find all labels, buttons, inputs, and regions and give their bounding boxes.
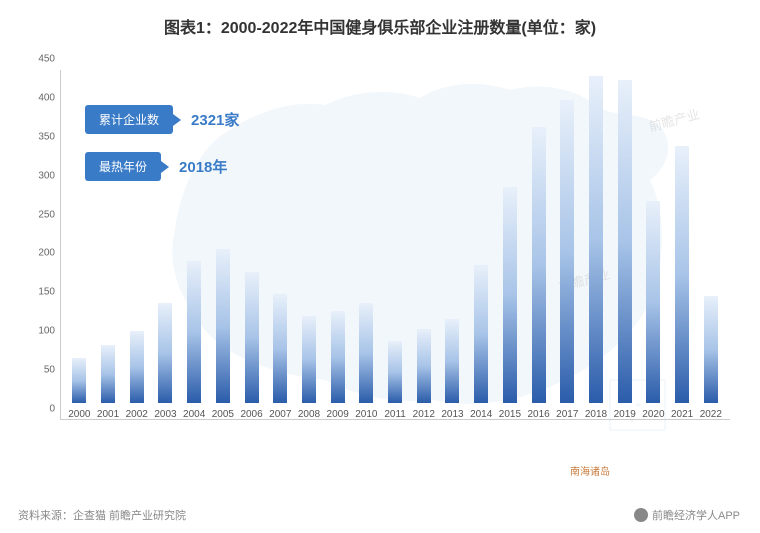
x-label: 2008 [298,409,320,420]
info-tag-hotyear: 最热年份 2018年 [85,152,227,181]
x-label: 2021 [671,409,693,420]
x-label: 2019 [614,409,636,420]
bar [675,146,689,403]
x-label: 2011 [384,409,406,420]
x-label: 2020 [642,409,664,420]
y-tick: 50 [25,365,55,376]
x-label: 2010 [355,409,377,420]
brand-watermark: 前瞻经济学人APP [634,507,740,523]
bar-wrap: 2009 [323,70,352,420]
info-tag-hotyear-value: 2018年 [179,156,227,177]
bar [704,296,718,403]
x-label: 2014 [470,409,492,420]
bar [359,303,373,403]
info-tag-hotyear-label: 最热年份 [85,152,161,181]
bar [158,303,172,403]
x-label: 2001 [97,409,119,420]
south-sea-islands-label: 南海诸岛 [570,463,610,478]
x-label: 2022 [700,409,722,420]
x-label: 2006 [240,409,262,420]
y-tick: 200 [25,248,55,259]
x-label: 2016 [527,409,549,420]
bar [302,316,316,403]
x-label: 2018 [585,409,607,420]
x-label: 2004 [183,409,205,420]
bar-wrap: 2018 [582,70,611,420]
bar [101,345,115,403]
bar-wrap: 2019 [610,70,639,420]
bar-wrap: 2013 [438,70,467,420]
bar [503,187,517,403]
y-tick: 0 [25,404,55,415]
bar-wrap: 2016 [524,70,553,420]
y-tick: 300 [25,170,55,181]
bar-wrap: 2008 [295,70,324,420]
source-text: 资料来源：企查猫 前瞻产业研究院 [18,507,186,523]
bar-wrap: 2011 [381,70,410,420]
y-tick: 150 [25,287,55,298]
brand-watermark-text: 前瞻经济学人APP [652,507,740,523]
info-tag-total-label: 累计企业数 [85,105,173,134]
bar [646,201,660,403]
x-label: 2002 [126,409,148,420]
x-label: 2015 [499,409,521,420]
bar [474,265,488,403]
x-label: 2009 [327,409,349,420]
x-label: 2012 [413,409,435,420]
bar [245,272,259,403]
bar [130,331,144,403]
x-label: 2017 [556,409,578,420]
x-label: 2003 [154,409,176,420]
bar-wrap: 2007 [266,70,295,420]
y-tick: 250 [25,209,55,220]
bar-wrap: 2020 [639,70,668,420]
bar-wrap: 2015 [496,70,525,420]
x-label: 2005 [212,409,234,420]
bar [589,76,603,403]
x-label: 2013 [441,409,463,420]
bar [273,294,287,403]
bar-wrap: 2014 [467,70,496,420]
bar [445,319,459,403]
x-label: 2000 [68,409,90,420]
bar [216,249,230,403]
bar-wrap: 2012 [409,70,438,420]
bar [618,80,632,403]
bar [187,261,201,403]
chart-title: 图表1：2000-2022年中国健身俱乐部企业注册数量(单位：家) [0,0,760,38]
x-label: 2007 [269,409,291,420]
y-tick: 350 [25,131,55,142]
y-tick: 450 [25,54,55,65]
bar-wrap: 2017 [553,70,582,420]
bar-wrap: 2021 [668,70,697,420]
bar [72,358,86,403]
y-axis: 050100150200250300350400450 [25,70,55,450]
bar [560,100,574,403]
bar [417,329,431,403]
brand-logo-icon [634,508,648,522]
bar [388,341,402,403]
bar [532,127,546,403]
bar-wrap: 2006 [237,70,266,420]
bar [331,311,345,403]
bar-wrap: 2010 [352,70,381,420]
info-tag-total-value: 2321家 [191,109,239,130]
info-tag-total: 累计企业数 2321家 [85,105,239,134]
y-tick: 400 [25,92,55,103]
bar-wrap: 2022 [696,70,725,420]
y-tick: 100 [25,326,55,337]
